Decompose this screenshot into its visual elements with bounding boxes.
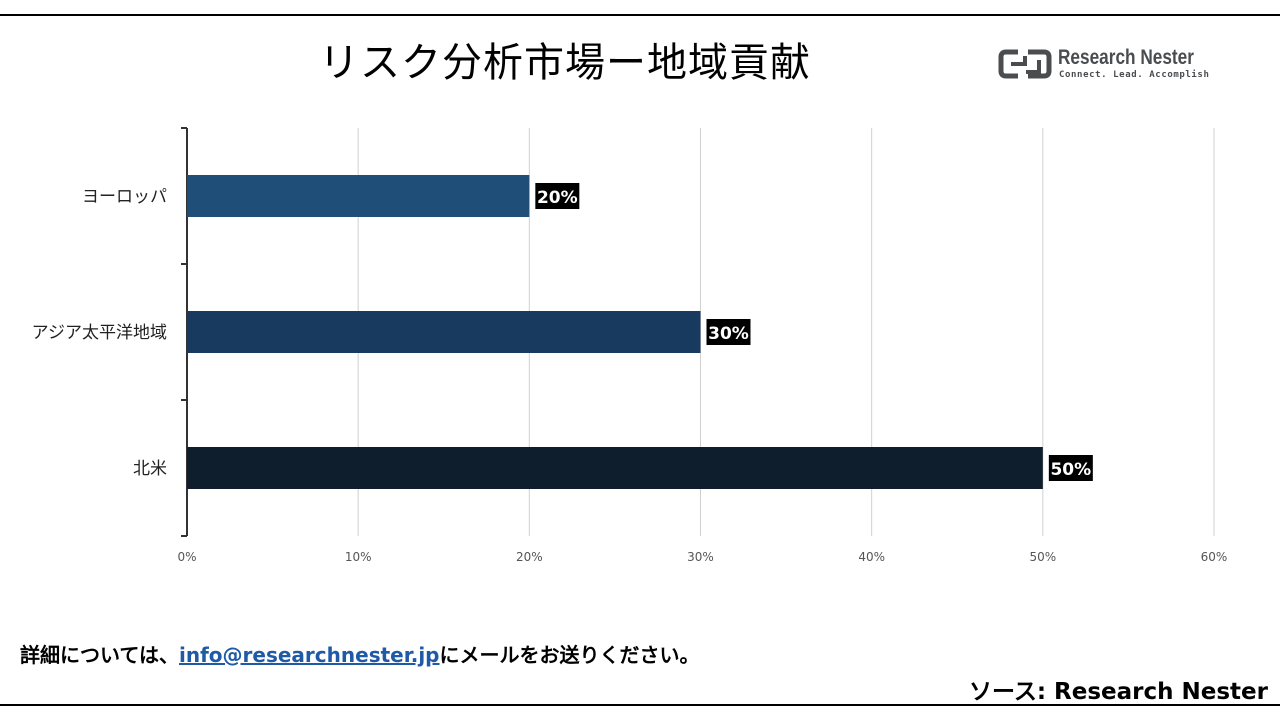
data-labels: 20% 30% 50% [535,183,1093,481]
source-credit: ソース: Research Nester [968,679,1268,705]
x-tick-label: 30% [687,550,714,564]
y-axis [181,127,188,537]
contact-note-prefix: 詳細については、 [20,643,179,667]
research-nester-logo-icon [998,49,1052,79]
x-tick-label: 10% [345,550,372,564]
bar [187,175,530,217]
contact-email-link[interactable]: info@researchnester.jp [179,643,440,667]
x-tick-label: 60% [1201,550,1228,564]
research-nester-logo[interactable]: Research Nester Connect. Lead. Accomplis… [998,46,1228,86]
category-label: 北米 [133,459,167,479]
x-tick-label: 20% [516,550,543,564]
logo-tagline: Connect. Lead. Accomplish [1059,70,1210,80]
bar [187,447,1043,489]
data-label-bg [1048,455,1093,481]
data-label: 30% [708,324,749,344]
category-label: アジア太平洋地域 [32,323,167,343]
chart-title: リスク分析市場ー地域貢献 [319,40,811,86]
data-label-bg [535,183,580,209]
logo-name: Research Nester [1058,46,1194,69]
bars [187,175,1043,489]
category-label: ヨーロッパ [82,187,167,207]
data-label: 20% [537,188,578,208]
x-tick-label: 40% [858,550,885,564]
x-tick-label: 0% [177,550,196,564]
bar [187,311,701,353]
contact-note-suffix: にメールをお送りください。 [439,643,700,667]
data-label: 50% [1050,460,1091,480]
data-label-bg [706,319,751,345]
contact-note: 詳細については、info@researchnester.jpにメールをお送りくだ… [20,639,700,668]
x-tick-label: 50% [1029,550,1056,564]
bottom-rule [0,704,1280,706]
x-tick-labels: 0% 10% 20% 30% 40% 50% 60% [177,550,1227,564]
top-rule [0,14,1280,16]
